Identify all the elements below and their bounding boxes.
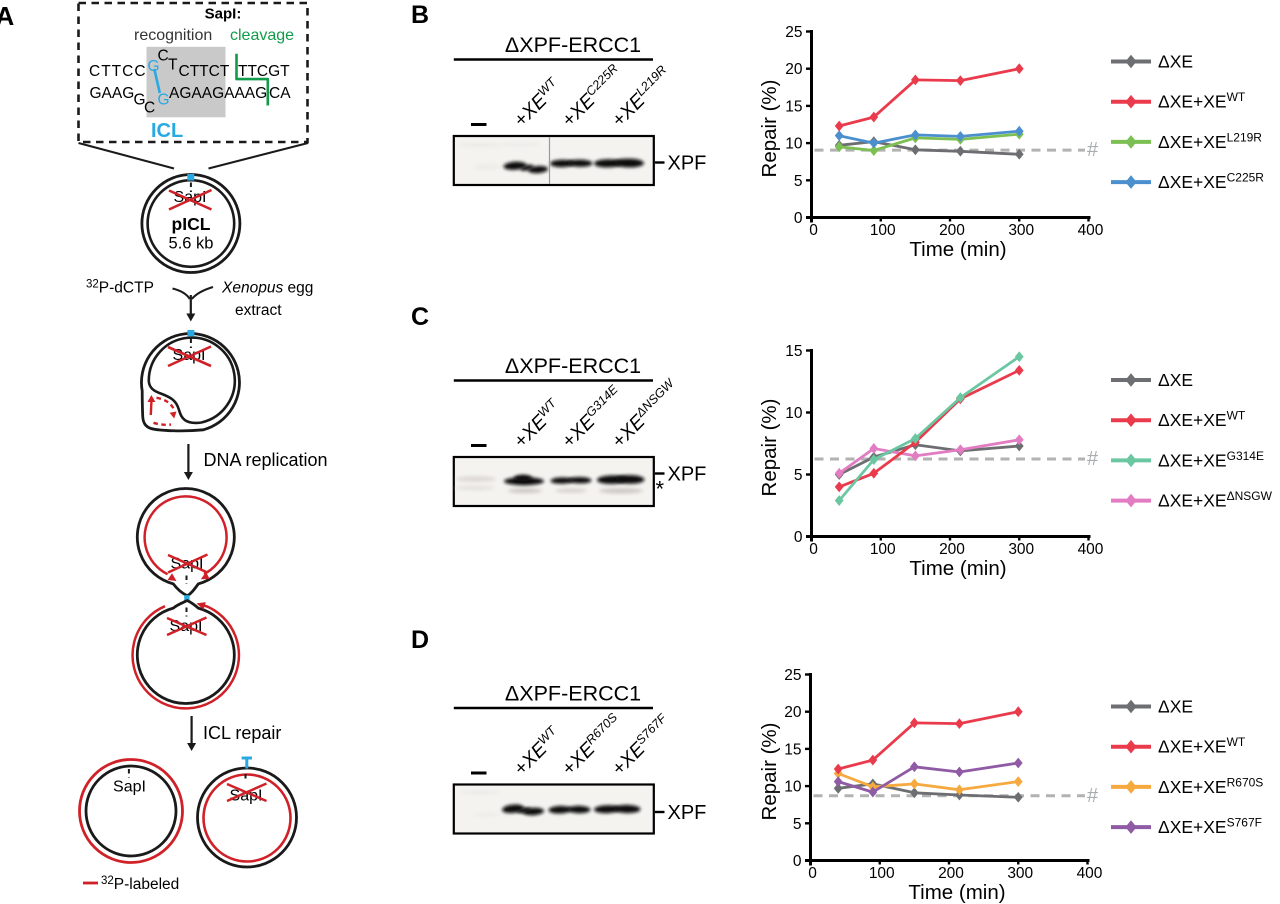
svg-text:0: 0 [809, 541, 818, 558]
svg-text:CA: CA [269, 85, 291, 102]
svg-text:Time (min): Time (min) [909, 238, 1006, 261]
svg-text:AGAAGAAAG: AGAAGAAAG [169, 85, 267, 102]
svg-text:300: 300 [1008, 222, 1034, 239]
svg-text:200: 200 [939, 222, 965, 239]
svg-text:#: # [1087, 139, 1099, 161]
svg-text:ΔXE+XEWT: ΔXE+XEWT [1158, 735, 1246, 757]
svg-text:A: A [0, 1, 15, 31]
svg-text:ICL repair: ICL repair [203, 723, 281, 743]
svg-text:ΔXE+XEWT: ΔXE+XEWT [1158, 409, 1246, 431]
svg-text:G: G [148, 58, 160, 75]
svg-text:G: G [134, 92, 146, 109]
svg-text:0: 0 [793, 853, 802, 870]
svg-text:200: 200 [939, 541, 965, 558]
svg-text:ΔXE: ΔXE [1158, 697, 1193, 717]
svg-text:ΔXE+XEΔNSGW: ΔXE+XEΔNSGW [1158, 489, 1273, 511]
svg-text:Repair (%): Repair (%) [758, 399, 781, 497]
svg-text:ΔXE+XER670S: ΔXE+XER670S [1158, 775, 1263, 797]
svg-text:400: 400 [1078, 222, 1104, 239]
svg-text:10: 10 [785, 405, 803, 422]
svg-text:15: 15 [784, 741, 801, 758]
svg-text:ΔXE+XEWT: ΔXE+XEWT [1158, 90, 1246, 112]
svg-text:SapI: SapI [113, 779, 146, 796]
svg-text:TTCGT: TTCGT [238, 63, 290, 80]
svg-text:CTTCC: CTTCC [89, 63, 147, 80]
svg-text:0: 0 [809, 222, 818, 239]
svg-text:ΔXE+XEL219R: ΔXE+XEL219R [1158, 130, 1262, 152]
svg-text:XPF: XPF [668, 153, 707, 175]
svg-text:10: 10 [784, 779, 802, 796]
svg-text:SapI: SapI [230, 788, 263, 805]
svg-text:CTTCT: CTTCT [179, 63, 230, 80]
svg-text:DNA replication: DNA replication [204, 450, 328, 470]
svg-text:5: 5 [793, 816, 802, 833]
svg-text:20: 20 [785, 61, 803, 78]
svg-text:+XEWT: +XEWT [509, 723, 566, 780]
svg-text:300: 300 [1007, 865, 1033, 882]
svg-text:15: 15 [785, 343, 802, 360]
svg-text:D: D [411, 626, 429, 654]
svg-text:ΔXE: ΔXE [1158, 52, 1193, 72]
svg-text:#: # [1087, 448, 1099, 470]
svg-text:C: C [144, 100, 155, 117]
svg-text:+XEΔNSGW: +XEΔNSGW [607, 376, 684, 453]
svg-text:Repair (%): Repair (%) [758, 723, 781, 821]
svg-text:100: 100 [870, 222, 896, 239]
svg-text:10: 10 [785, 136, 803, 153]
svg-text:+XEWT: +XEWT [509, 74, 566, 131]
svg-text:G: G [158, 92, 170, 109]
svg-text:ICL: ICL [151, 120, 183, 142]
svg-text:XPF: XPF [668, 802, 707, 824]
svg-text:ΔXE+XEG314E: ΔXE+XEG314E [1158, 449, 1264, 471]
svg-text:0: 0 [794, 529, 803, 546]
svg-text:T: T [168, 57, 178, 74]
svg-text:400: 400 [1078, 541, 1104, 558]
svg-text:ΔXPF-ERCC1: ΔXPF-ERCC1 [505, 682, 641, 706]
svg-text:32P-dCTP: 32P-dCTP [86, 279, 154, 297]
svg-text:ΔXE+XEC225R: ΔXE+XEC225R [1158, 171, 1264, 193]
svg-text:300: 300 [1008, 541, 1034, 558]
svg-text:ΔXE+XES767F: ΔXE+XES767F [1158, 816, 1262, 838]
svg-text:C: C [158, 48, 169, 65]
svg-text:32P-labeled: 32P-labeled [101, 875, 179, 893]
svg-text:15: 15 [785, 98, 802, 115]
svg-text:extract: extract [235, 302, 282, 319]
svg-text:Time (min): Time (min) [908, 881, 1005, 904]
svg-text:400: 400 [1077, 865, 1103, 882]
svg-text:#: # [1087, 785, 1099, 807]
svg-text:Time (min): Time (min) [909, 557, 1006, 580]
svg-text:ΔXE: ΔXE [1158, 370, 1193, 390]
svg-text:0: 0 [794, 210, 803, 227]
svg-text:recognition: recognition [134, 27, 212, 44]
svg-text:100: 100 [869, 865, 895, 882]
svg-text:20: 20 [784, 704, 802, 721]
svg-text:ΔXPF-ERCC1: ΔXPF-ERCC1 [505, 33, 641, 57]
svg-text:5: 5 [794, 467, 803, 484]
svg-text:C: C [411, 303, 429, 331]
svg-text:100: 100 [870, 541, 896, 558]
svg-text:SapI:: SapI: [205, 6, 242, 23]
svg-text:0: 0 [808, 865, 817, 882]
svg-text:*: * [656, 477, 665, 502]
svg-text:+XEWT: +XEWT [509, 395, 566, 452]
svg-text:200: 200 [938, 865, 964, 882]
svg-text:Xenopus egg: Xenopus egg [221, 280, 313, 297]
svg-text:SapI: SapI [174, 189, 207, 206]
svg-text:5.6 kb: 5.6 kb [169, 235, 214, 253]
svg-text:XPF: XPF [668, 464, 707, 486]
svg-text:pICL: pICL [172, 214, 211, 234]
svg-text:B: B [411, 1, 429, 29]
svg-text:cleavage: cleavage [230, 27, 294, 44]
svg-text:25: 25 [785, 24, 802, 41]
svg-text:GAAG: GAAG [90, 85, 135, 102]
svg-text:25: 25 [784, 667, 801, 684]
svg-text:5: 5 [794, 173, 803, 190]
svg-text:Repair (%): Repair (%) [758, 80, 781, 178]
svg-text:ΔXPF-ERCC1: ΔXPF-ERCC1 [505, 354, 641, 378]
